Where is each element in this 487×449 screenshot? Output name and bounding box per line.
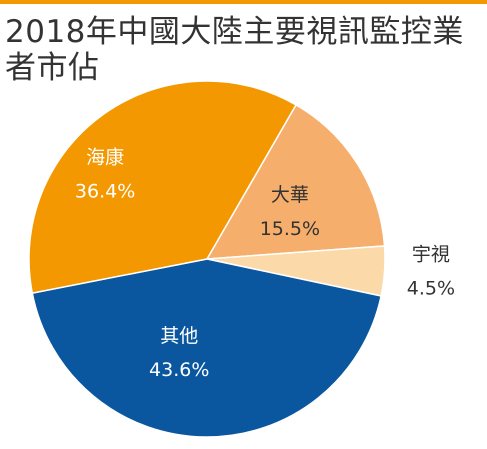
slice-hikvision-value: 36.4%: [75, 180, 135, 202]
slice-uniview-value: 4.5%: [407, 278, 455, 300]
slice-others-label: 其他: [160, 325, 198, 347]
slice-hikvision-label: 海康: [86, 146, 124, 168]
slice-dahua-label: 大華: [271, 184, 309, 206]
chart-title: 2018年中國大陸主要視訊監控業者市佔: [5, 14, 464, 86]
pie-slices: [28, 80, 386, 438]
slice-dahua: [205, 103, 386, 260]
pie-labels: 大華 15.5% 宇視 4.5% 其他 43.6% 海康 36.4%: [75, 146, 455, 381]
slice-hikvision: [28, 80, 298, 294]
slice-others: [31, 258, 383, 438]
slice-uniview-label: 宇視: [412, 244, 450, 266]
slice-others-value: 43.6%: [149, 359, 209, 381]
slice-dahua-value: 15.5%: [260, 218, 320, 240]
top-accent-rule: [0, 0, 487, 4]
